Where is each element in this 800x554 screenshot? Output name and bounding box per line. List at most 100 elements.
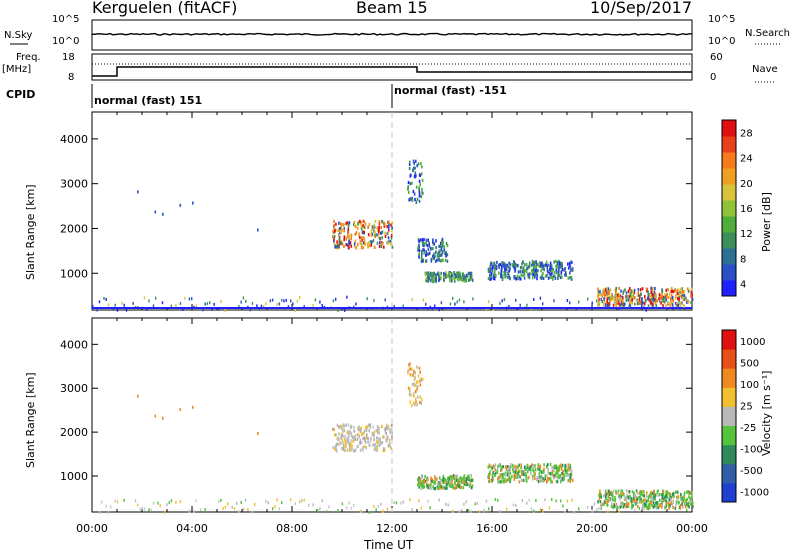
scatter-cell <box>434 304 436 308</box>
scatter-cell <box>426 244 429 248</box>
scatter-cell <box>362 241 365 245</box>
scatter-cell <box>459 273 461 277</box>
scatter-cell <box>660 301 662 305</box>
scatter-cell <box>666 495 669 499</box>
scatter-cell <box>516 274 519 278</box>
scatter-cell <box>544 477 546 481</box>
scatter-cell <box>467 274 469 278</box>
scatter-cell <box>354 437 356 441</box>
scatter-cell <box>547 468 549 472</box>
scatter-cell <box>452 509 454 513</box>
scatter-cell <box>549 264 551 268</box>
scatter-cell <box>492 471 494 475</box>
scatter-cell <box>637 298 639 302</box>
scatter-cell <box>408 392 411 396</box>
scatter-cell <box>420 172 423 176</box>
scatter-cell <box>360 225 363 229</box>
scatter-cell <box>527 475 530 479</box>
scatter-cell <box>379 237 381 241</box>
colorbar-tick-velocity: -500 <box>740 466 763 477</box>
scatter-cell <box>556 264 558 268</box>
scatter-cell <box>512 463 514 467</box>
scatter-cell <box>658 296 660 301</box>
scatter-cell <box>374 230 376 235</box>
scatter-cell <box>633 288 636 292</box>
scatter-cell <box>522 260 524 264</box>
scatter-cell <box>351 447 353 451</box>
scatter-cell <box>541 261 543 265</box>
scatter-cell <box>437 251 439 255</box>
xtick-label: 12:00 <box>376 522 408 535</box>
scatter-cell <box>627 289 630 293</box>
scatter-cell <box>470 277 472 281</box>
scatter-cell <box>682 505 684 509</box>
scatter-cell <box>426 484 428 488</box>
scatter-cell <box>346 437 349 441</box>
scatter-cell <box>622 505 625 509</box>
scatter-cell <box>414 375 416 379</box>
scatter-cell <box>385 437 388 441</box>
scatter-cell <box>340 436 343 440</box>
scatter-cell <box>434 486 437 491</box>
scatter-cell <box>632 493 635 497</box>
scatter-cell <box>682 293 684 297</box>
scatter-cell <box>420 195 423 199</box>
scatter-cell <box>546 479 548 483</box>
scatter-cell <box>629 299 631 303</box>
scatter-cell <box>411 508 413 512</box>
scatter-cell <box>378 220 381 224</box>
colorbar-swatch-power <box>722 120 736 137</box>
scatter-cell <box>639 492 642 496</box>
scatter-cell <box>373 437 375 442</box>
scatter-cell <box>528 261 531 265</box>
scatter-cell <box>651 303 654 307</box>
scatter-cell <box>639 500 641 504</box>
scatter-cell <box>644 502 646 506</box>
scatter-cell <box>348 438 350 442</box>
scatter-cell <box>303 305 305 309</box>
scatter-cell <box>369 425 372 430</box>
scatter-cell <box>525 467 528 471</box>
scatter-cell <box>517 469 520 473</box>
scatter-cell <box>416 380 419 384</box>
scatter-cell <box>607 290 609 294</box>
scatter-cell <box>533 464 535 469</box>
scatter-cell <box>438 476 441 480</box>
scatter-cell <box>443 272 446 277</box>
scatter-cell <box>365 428 368 432</box>
scatter-cell <box>531 474 534 479</box>
scatter-cell <box>492 464 495 468</box>
scatter-cell <box>671 296 674 300</box>
scatter-cell <box>610 296 612 300</box>
scatter-cell <box>351 444 353 448</box>
scatter-cell <box>616 296 619 300</box>
scatter-cell <box>204 302 206 306</box>
scatter-cell <box>193 509 195 513</box>
scatter-cell <box>668 295 670 300</box>
scatter-cell <box>353 429 356 433</box>
scatter-cell <box>413 161 415 165</box>
colorbar-swatch-power <box>722 152 736 169</box>
scatter-cell <box>363 444 366 448</box>
scatter-cell <box>455 484 458 488</box>
scatter-cell <box>526 463 529 467</box>
scatter-cell <box>340 427 343 431</box>
scatter-cell <box>677 303 680 307</box>
scatter-cell <box>615 286 618 290</box>
scatter-cell <box>536 277 538 281</box>
scatter-cell <box>442 479 444 483</box>
scatter-cell <box>551 271 553 275</box>
scatter-cell <box>381 219 383 224</box>
scatter-cell <box>541 470 544 474</box>
scatter-cell <box>619 497 621 501</box>
scatter-cell <box>641 506 644 510</box>
scatter-cell <box>546 265 549 269</box>
scatter-cell <box>363 236 365 240</box>
scatter-cell <box>633 291 636 295</box>
scatter-cell <box>640 292 642 296</box>
scatter-cell <box>491 267 494 271</box>
scatter-cell <box>587 297 589 301</box>
scatter-cell <box>365 440 367 444</box>
colorbar-swatch-velocity <box>722 406 736 426</box>
scatter-cell <box>349 442 352 446</box>
